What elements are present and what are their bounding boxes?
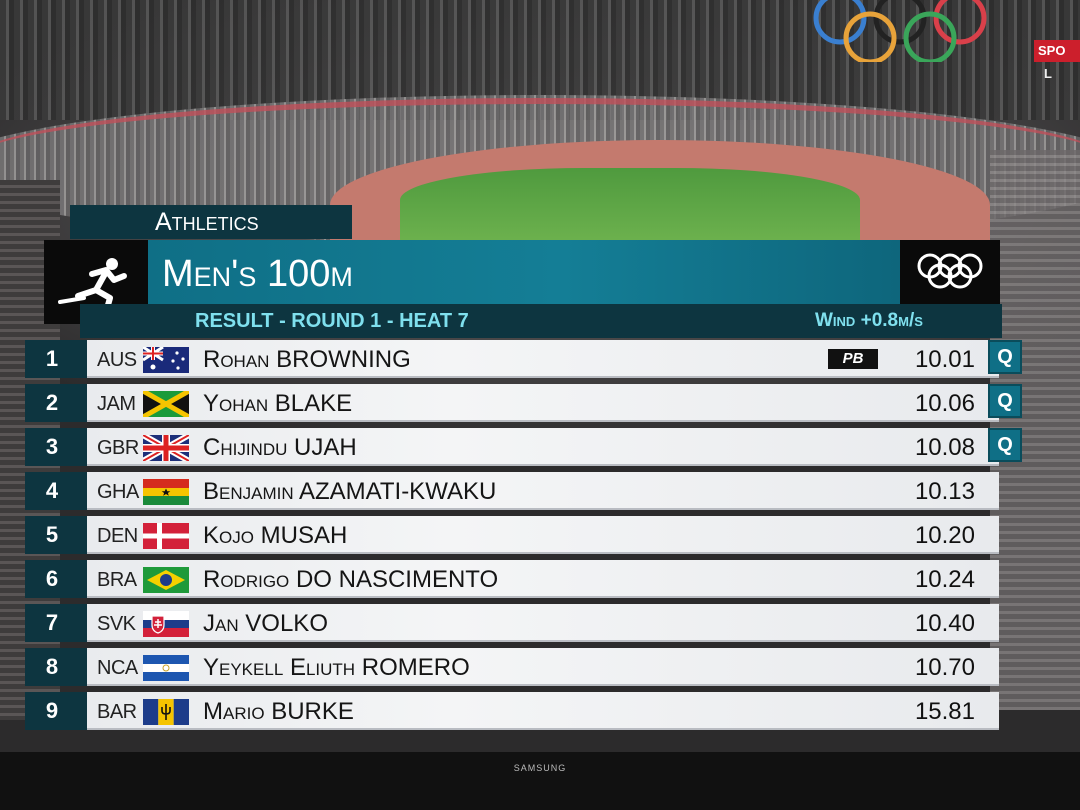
rank: 1 — [25, 340, 87, 378]
infield-grass — [400, 168, 860, 248]
noc-code: JAM — [97, 393, 136, 415]
rank: 2 — [25, 384, 87, 422]
bra-flag-icon — [143, 567, 189, 593]
row-bar — [87, 428, 999, 466]
result-row: 3 GBR Chijindu UJAH 10.08 Q — [25, 428, 1022, 466]
jam-flag-icon — [143, 391, 189, 417]
rank: 4 — [25, 472, 87, 510]
olympic-rings-icon — [900, 240, 1000, 304]
tv-bezel — [0, 752, 1080, 810]
athlete-name: Rohan BROWNING — [203, 346, 411, 373]
result-row: 5 DEN Kojo MUSAH 10.20 — [25, 516, 1005, 554]
result-row: 9 BAR Mario BURKE 15.81 — [25, 692, 1005, 730]
row-bar — [87, 384, 999, 422]
stadium-rim — [0, 98, 1080, 224]
rank: 9 — [25, 692, 87, 730]
athlete-name: Yeykell Eliuth ROMERO — [203, 654, 470, 681]
noc-code: DEN — [97, 525, 138, 547]
result-row: 7 SVK Jan VOLKO 10.40 — [25, 604, 1005, 642]
event-title: Men's 100m — [162, 253, 353, 295]
round-info-bar — [80, 304, 1002, 338]
stadium-olympic-rings-icon — [813, 0, 987, 62]
athlete-name: Benjamin AZAMATI-KWAKU — [203, 478, 497, 505]
noc-code: GHA — [97, 481, 139, 503]
rank: 7 — [25, 604, 87, 642]
pb-badge: PB — [828, 349, 878, 369]
noc-code: AUS — [97, 349, 137, 371]
athlete-name: Rodrigo DO NASCIMENTO — [203, 566, 499, 593]
noc-code: BRA — [97, 569, 137, 591]
result-time: 10.70 — [914, 654, 975, 681]
result-time: 10.20 — [914, 522, 975, 549]
result-time: 10.01 — [914, 346, 975, 373]
result-time: 10.13 — [914, 478, 975, 505]
result-row: 2 JAM Yohan BLAKE 10.06 Q — [25, 384, 1022, 422]
athlete-name: Chijindu UJAH — [203, 434, 357, 461]
gha-flag-icon — [143, 479, 189, 505]
discipline-label: Athletics — [70, 205, 352, 239]
bar-flag-icon — [143, 699, 189, 725]
athlete-name: Kojo MUSAH — [203, 522, 348, 549]
row-bar — [87, 692, 999, 730]
channel-sub: L — [1044, 66, 1052, 81]
noc-code: BAR — [97, 701, 137, 723]
row-bar — [87, 604, 999, 642]
athlete-name: Jan VOLKO — [203, 610, 328, 637]
athlete-name: Mario BURKE — [203, 698, 354, 725]
rank: 5 — [25, 516, 87, 554]
nca-flag-icon — [143, 655, 189, 681]
den-flag-icon — [143, 523, 189, 549]
rank: 6 — [25, 560, 87, 598]
noc-code: NCA — [97, 657, 138, 679]
result-time: 15.81 — [914, 698, 975, 725]
row-bar — [87, 516, 999, 554]
aus-flag-icon — [143, 347, 189, 373]
svk-flag-icon — [143, 611, 189, 637]
wind-label: Wind +0.8m/s — [815, 310, 923, 331]
athlete-name: Yohan BLAKE — [203, 390, 353, 417]
event-title-bar — [148, 240, 900, 304]
qualified-badge: Q — [988, 384, 1022, 418]
rank: 3 — [25, 428, 87, 466]
gbr-flag-icon — [143, 435, 189, 461]
qualified-badge: Q — [988, 428, 1022, 462]
result-row: 6 BRA Rodrigo DO NASCIMENTO 10.24 — [25, 560, 1005, 598]
result-row: 4 GHA Benjamin AZAMATI-KWAKU 10.13 — [25, 472, 1005, 510]
tv-brand-logo: SAMSUNG — [513, 763, 567, 773]
noc-code: SVK — [97, 613, 136, 635]
result-row: 1 AUS Rohan BROWNING PB 10.01 Q — [25, 340, 1022, 378]
result-time: 10.40 — [914, 610, 975, 637]
row-bar — [87, 648, 999, 686]
noc-code: GBR — [97, 437, 139, 459]
row-bar — [87, 472, 999, 510]
discipline-text: Athletics — [155, 208, 259, 236]
result-row: 8 NCA Yeykell Eliuth ROMERO 10.70 — [25, 648, 1005, 686]
row-bar — [87, 560, 999, 598]
rank: 8 — [25, 648, 87, 686]
result-time: 10.24 — [914, 566, 975, 593]
qualified-badge: Q — [988, 340, 1022, 374]
channel-logo: SPO — [1034, 40, 1080, 62]
round-label: RESULT - ROUND 1 - HEAT 7 — [195, 310, 469, 332]
result-time: 10.06 — [914, 390, 975, 417]
result-time: 10.08 — [914, 434, 975, 461]
